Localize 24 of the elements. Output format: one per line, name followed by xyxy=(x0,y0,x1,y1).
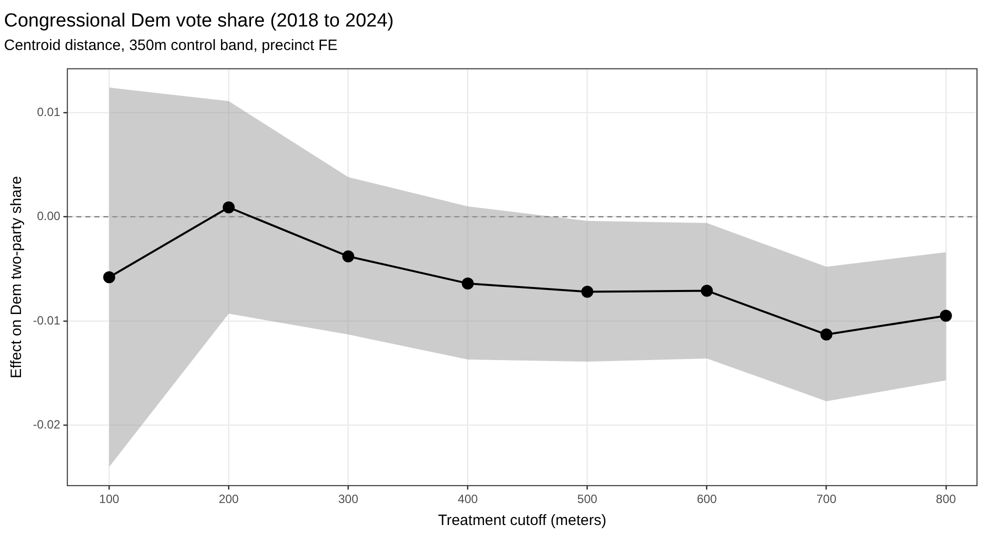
x-tick-label: 400 xyxy=(458,492,478,506)
point xyxy=(700,284,713,297)
y-axis-title: Effect on Dem two-party share xyxy=(8,176,26,378)
chart-title: Congressional Dem vote share (2018 to 2024) xyxy=(4,10,394,32)
point xyxy=(103,271,116,284)
chart-subtitle: Centroid distance, 350m control band, precinct FE xyxy=(4,36,338,54)
point xyxy=(342,250,354,262)
y-tick-label: 0.00 xyxy=(36,209,61,224)
point xyxy=(581,286,594,298)
x-tick-label: 500 xyxy=(577,492,598,506)
point xyxy=(940,310,952,322)
y-tick-label: 0.01 xyxy=(36,104,61,119)
point xyxy=(820,328,832,341)
x-tick-label: 200 xyxy=(218,492,240,506)
x-tick-label: 300 xyxy=(338,492,359,506)
x-axis-title: Treatment cutoff (meters) xyxy=(438,512,606,530)
point xyxy=(462,277,474,290)
x-tick-label: 600 xyxy=(696,492,718,506)
x-tick-label: 100 xyxy=(99,492,120,506)
y-tick-label: -0.02 xyxy=(32,417,61,432)
point xyxy=(222,201,235,214)
y-tick-label: -0.01 xyxy=(32,313,61,328)
x-tick-label: 800 xyxy=(936,492,956,506)
x-tick-label: 700 xyxy=(816,492,837,506)
